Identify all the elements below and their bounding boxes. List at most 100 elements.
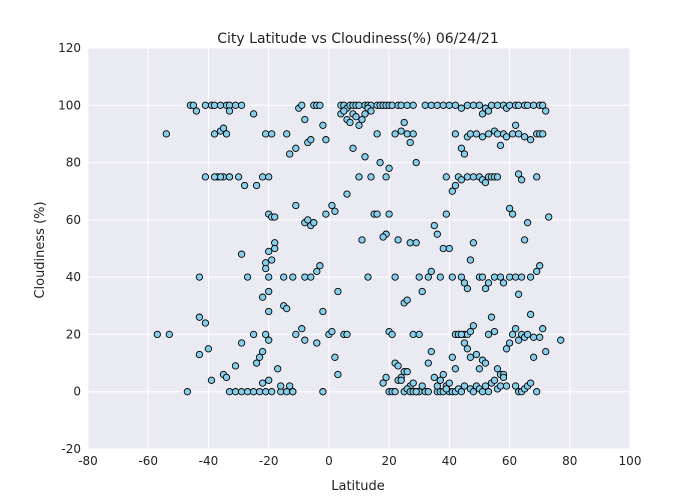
data-point <box>460 339 469 347</box>
data-point <box>508 330 517 339</box>
data-point <box>319 388 327 396</box>
data-point <box>322 136 330 144</box>
x-tick-label: 60 <box>502 454 517 468</box>
data-point <box>472 350 481 359</box>
data-point <box>520 133 529 141</box>
data-point <box>424 359 432 367</box>
data-point <box>385 164 393 172</box>
data-point <box>448 273 456 281</box>
y-tick-label: -20 <box>61 442 81 456</box>
data-point <box>292 330 300 339</box>
data-point <box>307 273 315 281</box>
data-point <box>505 339 514 347</box>
data-point <box>207 376 216 384</box>
data-point <box>216 173 225 181</box>
data-point <box>243 273 252 281</box>
data-point <box>433 382 441 390</box>
data-point <box>511 382 520 390</box>
data-point <box>355 101 363 109</box>
data-point <box>265 376 273 384</box>
data-point <box>310 219 318 227</box>
data-point <box>349 144 357 152</box>
data-point <box>463 345 472 353</box>
y-tick-label: 0 <box>73 385 81 399</box>
data-point <box>397 376 405 384</box>
data-point <box>496 141 505 150</box>
data-point <box>490 273 499 281</box>
data-point <box>526 136 535 144</box>
data-point <box>457 144 466 152</box>
data-point <box>514 170 523 178</box>
data-point <box>451 365 460 373</box>
data-point <box>358 236 366 244</box>
data-point <box>424 388 432 396</box>
data-point <box>301 115 309 124</box>
data-point <box>457 388 466 396</box>
data-point <box>536 262 544 270</box>
data-point <box>469 322 478 330</box>
data-point <box>493 173 502 181</box>
data-point <box>225 173 234 181</box>
data-point <box>286 382 294 390</box>
x-tick-label: -60 <box>138 454 158 468</box>
data-point <box>195 273 204 281</box>
data-point <box>397 127 405 135</box>
data-point <box>334 370 342 379</box>
data-point <box>484 330 493 339</box>
data-point <box>457 330 466 339</box>
data-point <box>502 133 511 141</box>
data-point <box>352 113 360 121</box>
data-point <box>481 359 490 367</box>
data-point <box>162 130 170 138</box>
data-point <box>373 130 381 138</box>
data-point <box>340 107 348 115</box>
data-point <box>460 150 469 158</box>
data-point <box>511 273 520 281</box>
data-point <box>319 121 327 129</box>
data-point <box>508 210 517 218</box>
data-point <box>355 121 363 129</box>
data-point <box>240 181 249 190</box>
data-point <box>379 379 387 387</box>
data-point <box>433 230 441 238</box>
data-point <box>466 327 475 336</box>
data-point <box>502 345 511 353</box>
data-point <box>523 219 532 227</box>
data-point <box>490 327 499 336</box>
data-point <box>195 350 204 359</box>
data-point <box>436 376 444 384</box>
data-point <box>451 181 460 190</box>
data-point <box>442 173 450 181</box>
data-point <box>403 296 411 304</box>
data-point <box>331 353 339 361</box>
data-point <box>283 304 291 313</box>
data-point <box>331 207 339 215</box>
x-tick-label: 0 <box>325 454 333 468</box>
data-point <box>439 101 447 109</box>
data-point <box>382 173 390 181</box>
data-point <box>478 133 487 141</box>
data-point <box>412 388 420 396</box>
data-point <box>539 101 547 109</box>
data-point <box>463 284 472 293</box>
data-point <box>469 101 478 109</box>
data-point <box>210 173 219 181</box>
data-point <box>249 388 258 396</box>
data-point <box>433 101 441 109</box>
x-tick-label: 100 <box>619 454 642 468</box>
data-point <box>463 173 472 181</box>
data-point <box>391 130 399 138</box>
y-tick-label: 120 <box>58 41 81 55</box>
y-tick-label: 100 <box>58 98 81 112</box>
data-point <box>391 273 399 281</box>
data-point <box>481 178 490 187</box>
data-point <box>463 101 472 109</box>
chart-title: City Latitude vs Cloudiness(%) 06/24/21 <box>217 31 499 47</box>
data-point <box>274 365 282 373</box>
data-point <box>189 101 198 109</box>
data-point <box>265 336 273 344</box>
data-point <box>262 130 270 138</box>
y-tick-label: 40 <box>66 270 81 284</box>
data-point <box>262 388 270 396</box>
